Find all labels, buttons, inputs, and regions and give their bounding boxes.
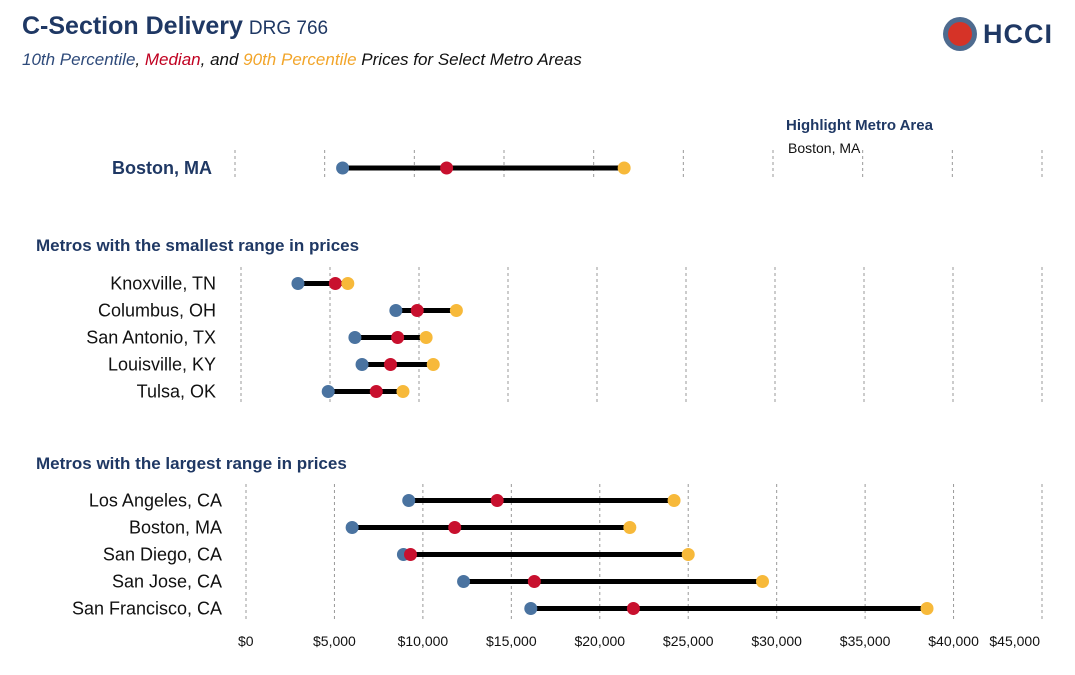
p10-point [345,521,359,534]
hcci-logo: HCCI [943,17,1053,51]
highlight-metro-value[interactable]: Boston, MA [788,140,861,156]
median-point [410,304,424,317]
x-tick-label: $20,000 [574,633,625,649]
x-tick-label: $0 [238,633,254,649]
x-tick-label: $40,000 [928,633,979,649]
median-point [369,385,383,398]
median-point [527,575,541,588]
drg-code: DRG 766 [248,18,329,39]
p90-point [426,358,440,371]
subtitle-p90: 90th Percentile [243,50,357,69]
p90-point [341,277,355,290]
subtitle-sep2: , and [200,50,244,69]
p10-point [355,358,369,371]
p10-point [291,277,305,290]
metro-label: San Antonio, TX [86,328,216,348]
p90-point [419,331,433,344]
metro-label: San Jose, CA [112,572,222,592]
median-point [384,358,398,371]
p90-point [396,385,410,398]
median-point [404,548,418,561]
x-tick-label: $5,000 [313,633,356,649]
chart-title: C-Section Delivery DRG 766 [22,12,328,41]
p90-point [667,494,681,507]
subtitle-rest: Prices for Select Metro Areas [356,50,582,69]
p10-point [524,602,538,615]
median-point [626,602,640,615]
median-point [440,161,454,175]
metro-label: Tulsa, OK [137,382,216,402]
metro-label: San Francisco, CA [72,599,222,619]
panel-heading: Metros with the smallest range in prices [36,236,359,255]
p90-point [617,161,631,175]
median-point [391,331,405,344]
p10-point [348,331,362,344]
metro-label: Boston, MA [112,158,212,178]
title-text: C-Section Delivery [22,12,243,40]
median-point [448,521,462,534]
p10-point [321,385,335,398]
p10-point [336,161,350,175]
panel-heading: Metros with the largest range in prices [36,454,347,473]
x-tick-label: $15,000 [486,633,537,649]
p10-point [457,575,471,588]
x-tick-label: $35,000 [840,633,891,649]
x-tick-label: $10,000 [398,633,449,649]
metro-label: Columbus, OH [98,301,216,321]
median-point [490,494,504,507]
logo-text: HCCI [983,18,1053,49]
p90-point [681,548,695,561]
metro-label: Knoxville, TN [110,274,216,294]
highlight-metro-label: Highlight Metro Area [786,117,933,134]
metro-label: Boston, MA [129,518,222,538]
median-point [328,277,342,290]
metro-label: Los Angeles, CA [89,491,222,511]
chart-subtitle: 10th Percentile, Median, and 90th Percen… [22,50,582,70]
metro-label: Louisville, KY [108,355,216,375]
x-tick-label: $45,000 [989,633,1040,649]
p90-point [920,602,934,615]
subtitle-sep1: , [135,50,145,69]
metro-label: San Diego, CA [103,545,222,565]
p90-point [756,575,770,588]
p10-point [389,304,403,317]
p90-point [623,521,637,534]
subtitle-median: Median [144,50,201,69]
subtitle-p10: 10th Percentile [22,50,136,69]
p90-point [449,304,463,317]
logo-mark-icon [943,17,977,51]
p10-point [402,494,416,507]
x-tick-label: $30,000 [751,633,802,649]
x-tick-label: $25,000 [663,633,714,649]
